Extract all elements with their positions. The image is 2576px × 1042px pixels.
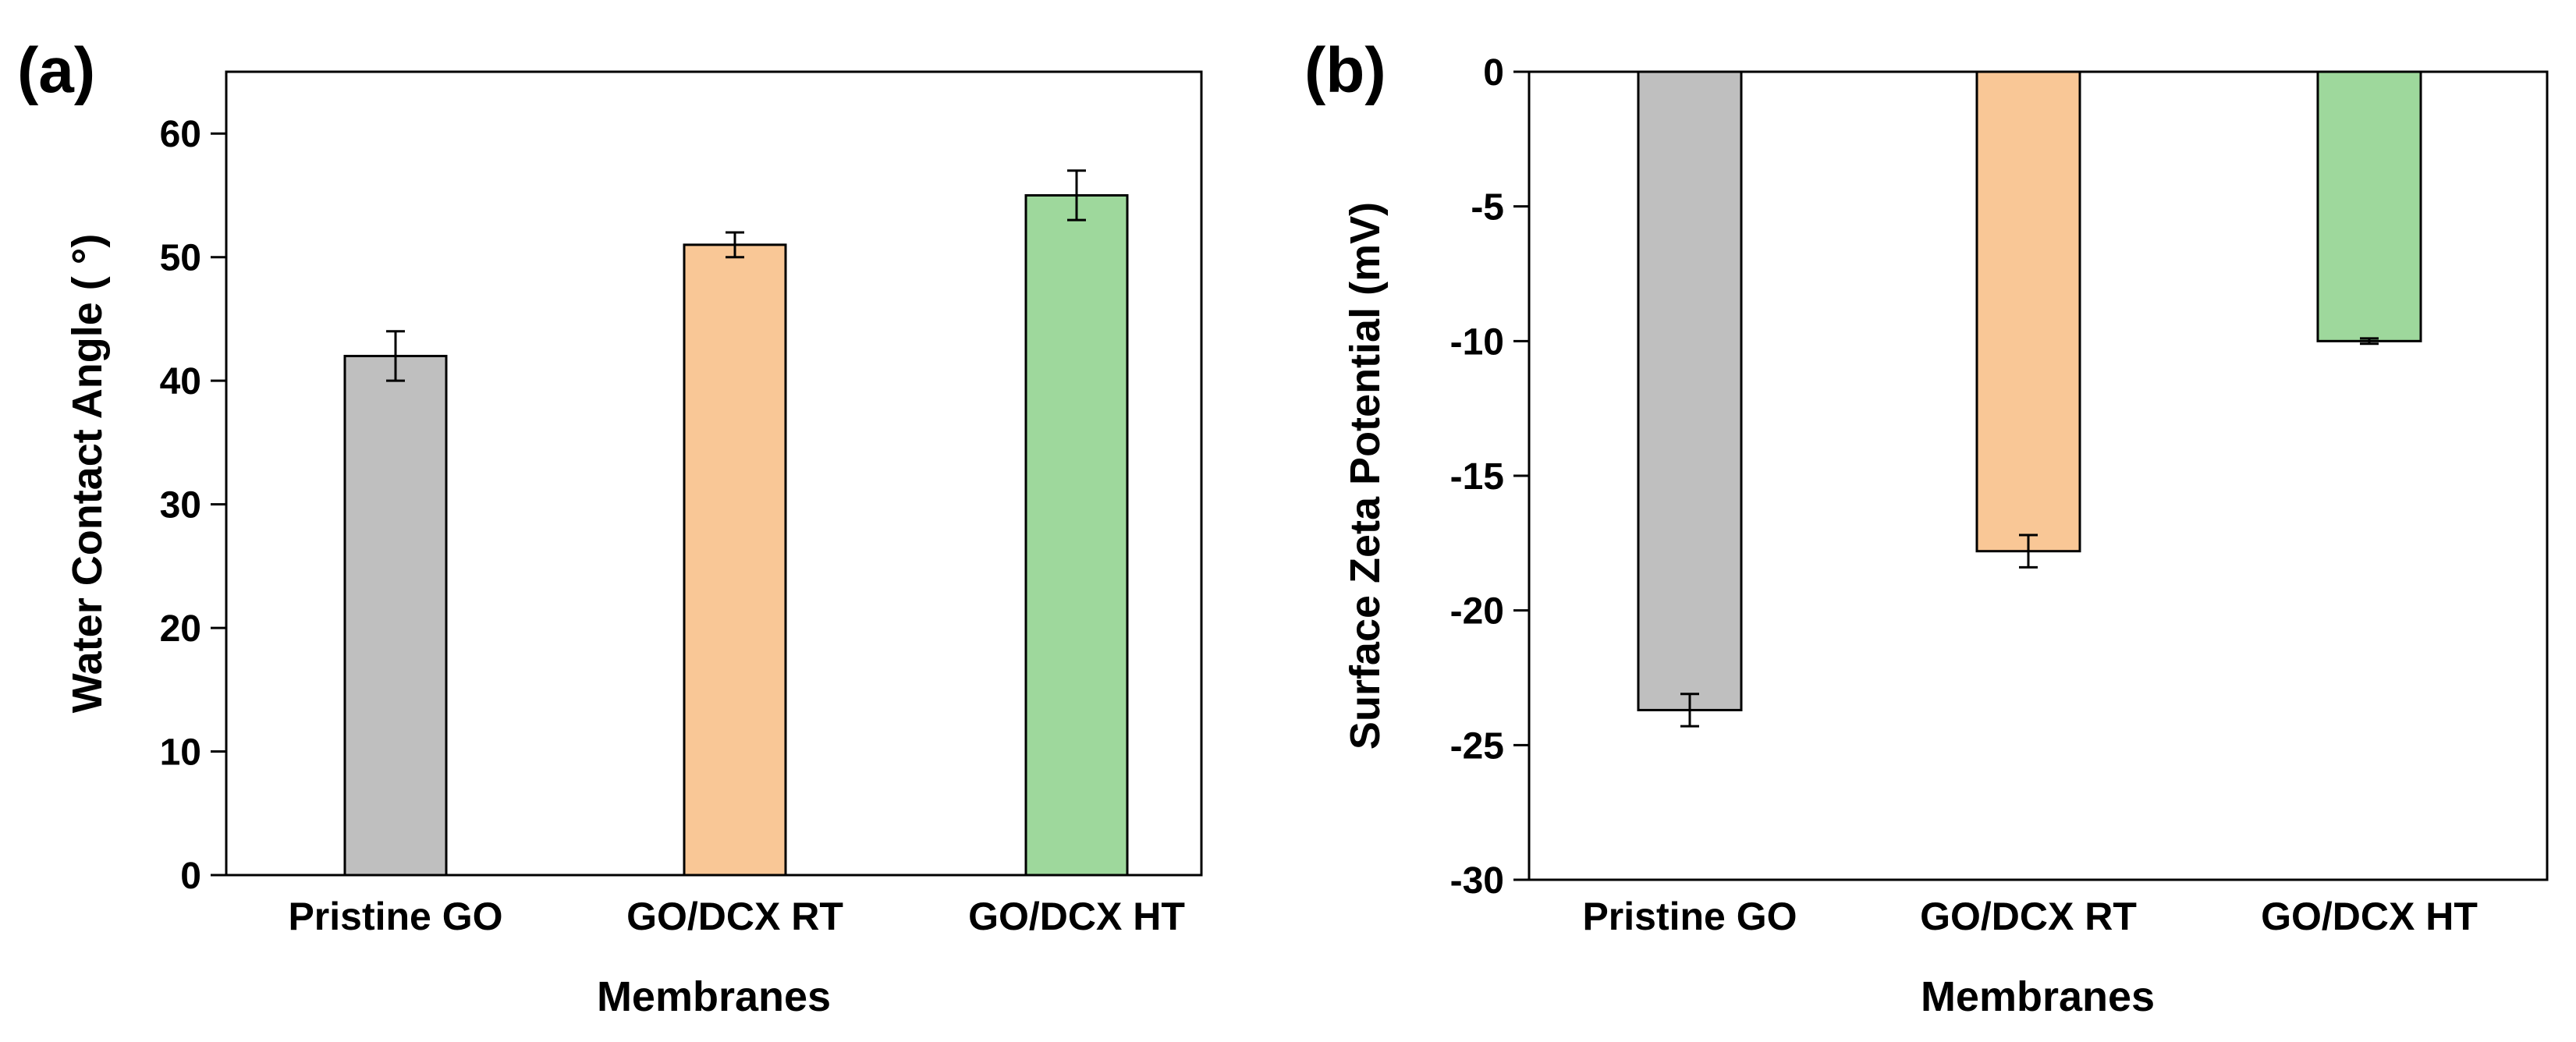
y-tick-label-a: 10 [160, 732, 201, 774]
y-tick-label-a: 60 [160, 114, 201, 155]
bars-a [343, 193, 1129, 877]
y-tick-label-b: -30 [1450, 860, 1504, 902]
x-category-label: Pristine GO [288, 895, 502, 938]
y-axis-title-a: Water Contact Angle ( °) [64, 234, 111, 714]
y-axis-title-b: Surface Zeta Potential (mV) [1342, 202, 1389, 750]
panel-label-b: (b) [1304, 35, 1386, 106]
bar-go-dcx-rt [683, 243, 787, 877]
contact-angle-chart: (a) 0 10 20 30 40 50 60 Pristine GO GO/DCX RT GO… [17, 35, 1203, 1020]
y-tick-label-a: 40 [160, 361, 201, 402]
error-bars-b [1680, 337, 2379, 728]
y-tick-label-b: -5 [1471, 187, 1504, 229]
x-axis-title-a: Membranes [597, 973, 831, 1020]
y-tick-label-b: -25 [1450, 725, 1504, 767]
x-categories-a: Pristine GO GO/DCX RT GO/DCX HT [288, 895, 1184, 938]
bar-go-dcx-rt [1975, 70, 2081, 553]
bar-go-dcx-ht [2316, 70, 2422, 342]
bar-go-dcx-ht [1024, 193, 1129, 877]
y-tick-label-a: 0 [180, 856, 201, 897]
y-tick-label-b: -10 [1450, 321, 1504, 363]
bar-pristine-go [1637, 70, 1743, 711]
y-tick-label-a: 20 [160, 608, 201, 650]
x-categories-b: Pristine GO GO/DCX RT GO/DCX HT [1582, 895, 2477, 938]
zeta-potential-chart: (b) 0 -5 -10 -15 -20 -25 -30 Pristine GO GO/DCX… [1304, 35, 2549, 1020]
panel-label-a: (a) [17, 35, 95, 106]
y-tick-label-b: 0 [1483, 52, 1504, 94]
error-bars-a [386, 169, 1086, 382]
y-ticks-b: 0 -5 -10 -15 -20 -25 -30 [1450, 52, 1529, 902]
bar-pristine-go [343, 354, 448, 877]
y-tick-label-a: 30 [160, 485, 201, 526]
y-tick-label-b: -15 [1450, 456, 1504, 498]
x-category-label: GO/DCX HT [968, 895, 1185, 938]
y-tick-label-a: 50 [160, 238, 201, 279]
bars-b [1637, 70, 2422, 711]
x-category-label: Pristine GO [1582, 895, 1797, 938]
x-axis-title-b: Membranes [1921, 973, 2155, 1020]
x-category-label: GO/DCX HT [2261, 895, 2478, 938]
y-ticks-a: 0 10 20 30 40 50 60 [160, 114, 226, 897]
x-category-label: GO/DCX RT [1920, 895, 2137, 938]
y-tick-label-b: -20 [1450, 591, 1504, 633]
x-category-label: GO/DCX RT [626, 895, 843, 938]
